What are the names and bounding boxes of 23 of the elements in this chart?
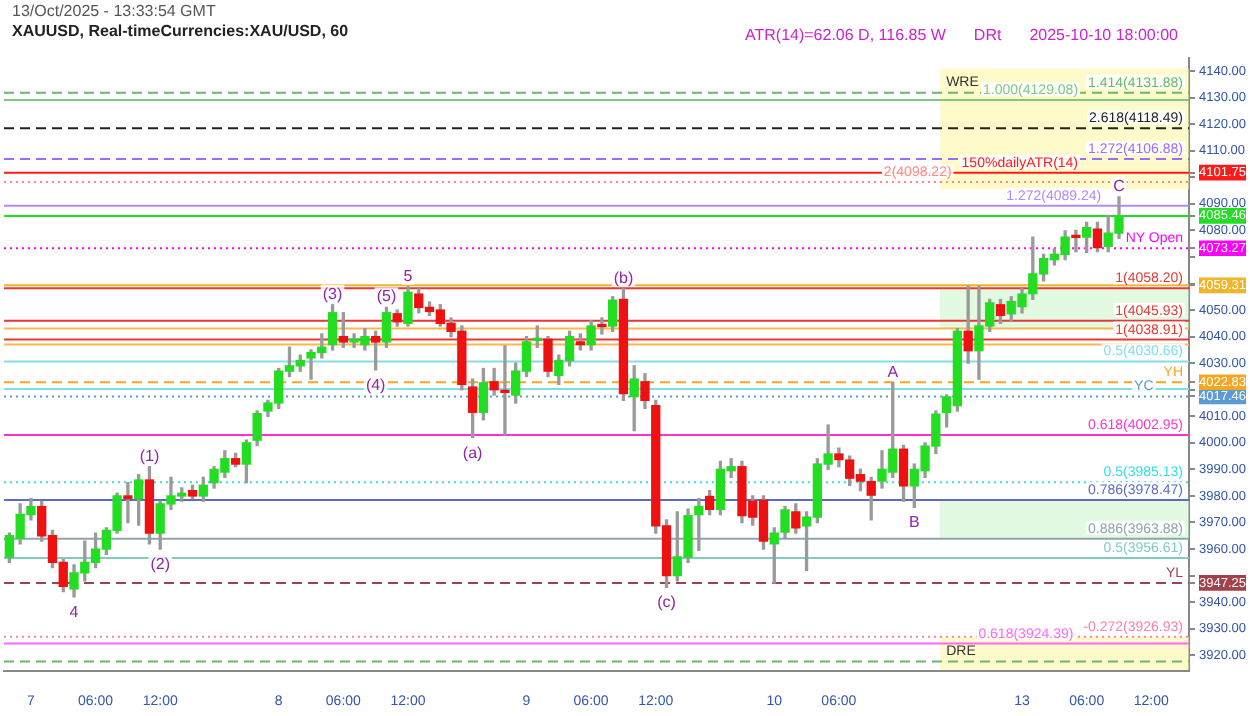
chart-subtitle: 13/Oct/2025 - 13:33:54 GMT [12, 2, 218, 22]
text: (4) [365, 375, 386, 394]
text: ATR(14)=62.06 D, 116.85 W [745, 26, 946, 46]
text: (c) [657, 593, 676, 612]
candlestick [123, 482, 133, 524]
text: 4 [69, 602, 79, 621]
text: 2025-10-10 18:00:00 [1029, 26, 1178, 46]
text: C [1113, 176, 1125, 195]
chart-title: XAUUSD, Real-timeCurrencies:XAU/USD, 60 [12, 22, 349, 42]
text: (2) [150, 555, 170, 574]
candlestick [500, 345, 510, 436]
candlestick [694, 497, 704, 552]
text: (1) [139, 446, 160, 465]
text: 5 [403, 266, 413, 285]
candlestick [597, 317, 607, 335]
text: DRt [973, 26, 1002, 46]
text: (b) [613, 268, 634, 287]
text: (5) [376, 287, 397, 306]
candlestick [1071, 229, 1081, 253]
text: A [887, 362, 899, 381]
text: (3) [322, 284, 343, 303]
text: (a) [462, 443, 483, 462]
text: B [908, 513, 920, 532]
